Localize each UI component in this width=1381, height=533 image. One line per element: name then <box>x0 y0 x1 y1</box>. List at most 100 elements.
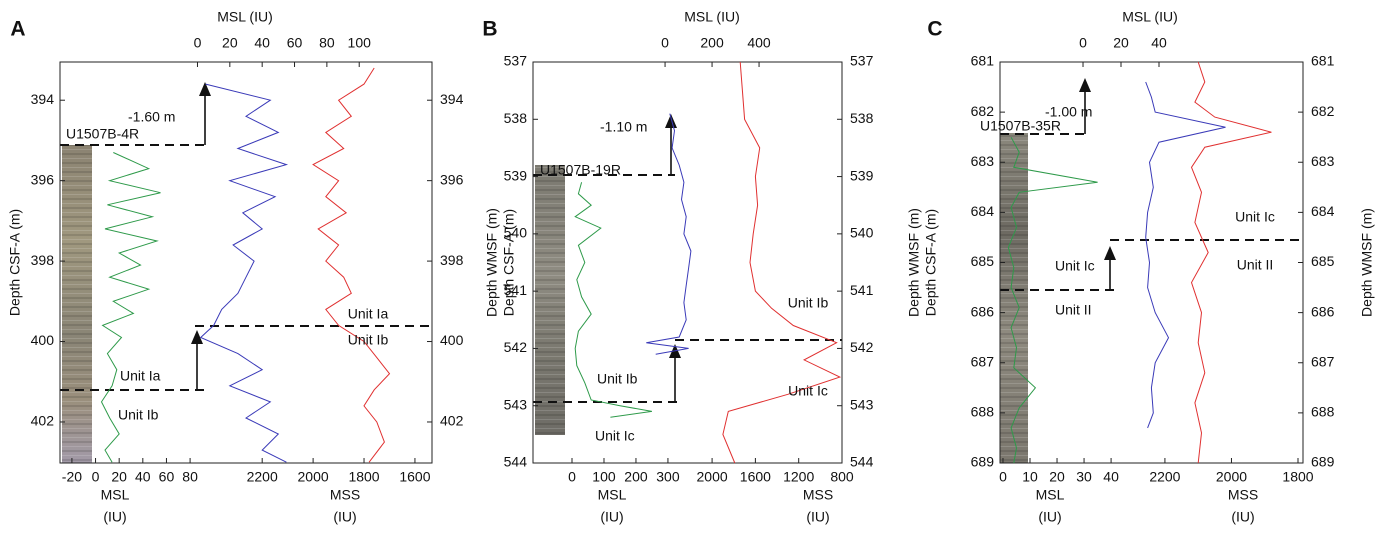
x-tick-label: 800 <box>830 469 854 485</box>
y-tick-label: 539 <box>504 167 528 183</box>
axis-title: (IU) <box>600 509 623 525</box>
panel-letter: C <box>927 18 942 41</box>
x-tick-label: 1600 <box>740 469 771 485</box>
y-tick-label: 540 <box>504 225 528 241</box>
axis-title: MSL (IU) <box>684 9 739 25</box>
x-tick-label: 30 <box>1076 469 1092 485</box>
x-tick-label: 2200 <box>247 469 278 485</box>
tie-lines <box>60 133 1303 403</box>
annotation: Unit Ic <box>788 383 828 399</box>
panel-letter: A <box>10 18 25 41</box>
log-curve <box>100 152 161 463</box>
annotation: Unit II <box>1055 302 1092 318</box>
x-tick-label: 0 <box>92 469 100 485</box>
axis-title: (IU) <box>103 509 126 525</box>
y2-tick-label: 539 <box>850 167 874 183</box>
annotation: Unit Ib <box>788 295 829 311</box>
y2-tick-label: 400 <box>440 332 464 348</box>
x-tick-label: 1600 <box>399 469 430 485</box>
y2-tick-label: 684 <box>1311 203 1335 219</box>
y2-tick-label: 686 <box>1311 303 1335 319</box>
x-tick-label: 40 <box>135 469 151 485</box>
log-curve <box>722 61 842 464</box>
y2-tick-label: 398 <box>440 252 464 268</box>
axis-title: MSS <box>803 487 833 503</box>
y-tick-label: 683 <box>971 153 995 169</box>
axis-title: MSL <box>1036 487 1065 503</box>
x-tick-label: 0 <box>999 469 1007 485</box>
y-tick-label: 542 <box>504 339 528 355</box>
log-curve <box>646 113 692 355</box>
y2-tick-label: 537 <box>850 53 874 69</box>
y2-tick-label: 543 <box>850 396 874 412</box>
x-tick-label: 100 <box>592 469 616 485</box>
log-curve <box>1007 136 1098 464</box>
panel-letter: B <box>482 18 497 41</box>
axis-title: MSS <box>330 487 360 503</box>
y2-tick-label: 685 <box>1311 253 1335 269</box>
y2-tick-label: 687 <box>1311 353 1335 369</box>
y-tick-label: 541 <box>504 282 528 298</box>
axis-title: MSL (IU) <box>217 9 272 25</box>
x-tick-label: 200 <box>700 35 724 51</box>
x-tick-label: 0 <box>1079 35 1087 51</box>
x-tick-label: -20 <box>62 469 82 485</box>
x-tick-label: 1800 <box>1282 469 1313 485</box>
annotation: Unit Ia <box>348 306 389 322</box>
axis-title: MSS <box>1228 487 1258 503</box>
annotation: Unit Ib <box>597 371 638 387</box>
y2-tick-label: 689 <box>1311 454 1335 470</box>
y2-tick-label: 688 <box>1311 404 1335 420</box>
x-tick-label: 20 <box>111 469 127 485</box>
axis-title: (IU) <box>333 509 356 525</box>
x-tick-label: 60 <box>287 35 303 51</box>
y2-tick-label: 540 <box>850 225 874 241</box>
axis-title: Depth CSF-A (m) <box>501 209 517 316</box>
axis-title: MSL (IU) <box>1122 9 1177 25</box>
annotation: -1.10 m <box>600 119 647 135</box>
y2-tick-label: 544 <box>850 454 874 470</box>
y-tick-label: 689 <box>971 454 995 470</box>
x-tick-label: 80 <box>319 35 335 51</box>
annotation: U1507B-4R <box>66 126 139 142</box>
annotation: U1507B-35R <box>980 118 1061 134</box>
axis-title: Depth WMSF (m) <box>484 208 500 317</box>
axis-title: MSL <box>598 487 627 503</box>
axis-title: (IU) <box>1231 509 1254 525</box>
x-tick-label: 0 <box>568 469 576 485</box>
x-tick-label: 0 <box>661 35 669 51</box>
x-tick-label: 100 <box>348 35 372 51</box>
annotation: Unit Ic <box>1055 258 1095 274</box>
log-curve <box>1190 61 1272 464</box>
plot-frame <box>59 61 433 464</box>
axis-title: (IU) <box>806 509 829 525</box>
y2-tick-label: 542 <box>850 339 874 355</box>
x-tick-label: 200 <box>624 469 648 485</box>
y-tick-label: 686 <box>971 303 995 319</box>
y-tick-label: 682 <box>971 103 995 119</box>
plot-frame <box>532 61 843 464</box>
y-tick-label: 398 <box>31 252 55 268</box>
x-tick-label: 1200 <box>783 469 814 485</box>
y-tick-label: 684 <box>971 203 995 219</box>
y2-tick-label: 396 <box>440 171 464 187</box>
x-tick-label: 40 <box>1103 469 1119 485</box>
y2-tick-label: 681 <box>1311 53 1335 69</box>
y-tick-label: 538 <box>504 110 528 126</box>
x-tick-label: 60 <box>159 469 175 485</box>
x-tick-label: 400 <box>747 35 771 51</box>
x-tick-label: 40 <box>1151 35 1167 51</box>
axis-title: (IU) <box>1038 509 1061 525</box>
axis-title: Depth WMSF (m) <box>1359 208 1375 317</box>
y-tick-label: 687 <box>971 353 995 369</box>
y-tick-label: 685 <box>971 253 995 269</box>
y-tick-label: 402 <box>31 413 55 429</box>
x-tick-label: 20 <box>1113 35 1129 51</box>
annotation: Unit II <box>1237 257 1274 273</box>
log-curve <box>574 182 652 418</box>
annotation: Unit Ib <box>118 407 159 423</box>
x-tick-label: 10 <box>1022 469 1038 485</box>
annotation: Unit Ic <box>1235 209 1275 225</box>
log-curve <box>312 67 391 463</box>
y-tick-label: 394 <box>31 91 55 107</box>
